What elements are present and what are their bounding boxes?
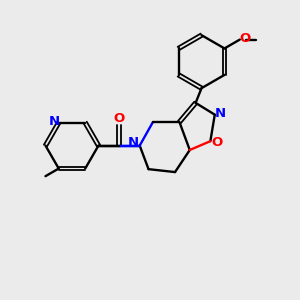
Text: N: N xyxy=(128,136,139,149)
Text: N: N xyxy=(49,115,60,128)
Text: O: O xyxy=(113,112,125,125)
Text: N: N xyxy=(214,107,226,120)
Text: O: O xyxy=(239,32,251,45)
Text: O: O xyxy=(211,136,223,149)
